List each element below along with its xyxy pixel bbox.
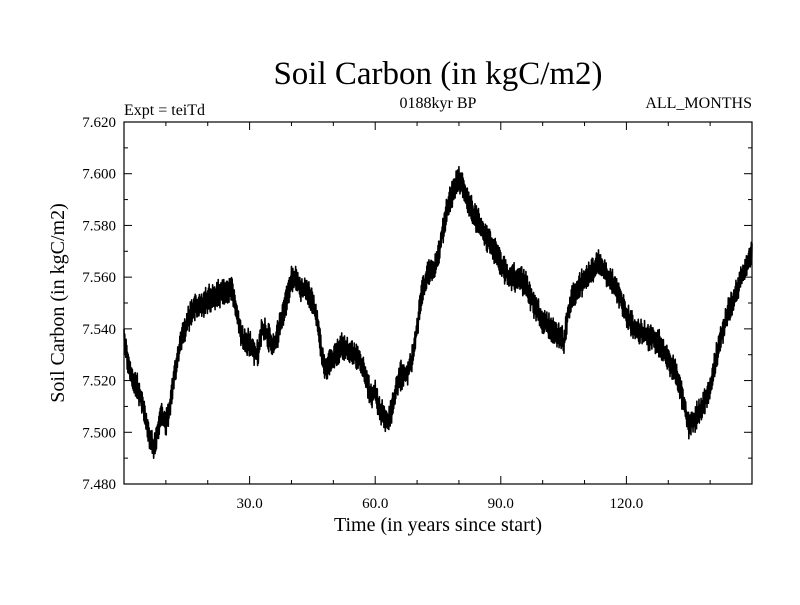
series-line-soil-carbon — [123, 165, 753, 459]
y-tick-label: 7.620 — [82, 115, 116, 131]
x-tick-label: 30.0 — [236, 496, 262, 512]
y-tick-label: 7.600 — [82, 167, 116, 183]
y-axis-ticks: 7.480 7.500 7.520 7.540 7.560 7.580 7.600 7.620 — [82, 115, 752, 493]
x-tick-label: 90.0 — [488, 496, 514, 512]
y-tick-label: 7.520 — [82, 374, 116, 390]
y-tick-label: 7.580 — [82, 218, 116, 234]
subtitle-months: ALL_MONTHS — [645, 95, 752, 112]
subtitle-period: 0188kyr BP — [400, 95, 477, 112]
x-axis-label: Time (in years since start) — [334, 514, 542, 536]
y-tick-label: 7.560 — [82, 270, 116, 286]
x-tick-label: 60.0 — [362, 496, 388, 512]
y-tick-label: 7.480 — [82, 477, 116, 493]
y-tick-label: 7.500 — [82, 425, 116, 441]
x-tick-label: 120.0 — [610, 496, 644, 512]
y-tick-label: 7.540 — [82, 322, 116, 338]
x-axis-ticks: 30.0 60.0 90.0 120.0 — [165, 122, 711, 512]
y-axis-label: Soil Carbon (in kgC/m2) — [47, 203, 69, 402]
chart-title: Soil Carbon (in kgC/m2) — [273, 56, 602, 92]
subtitle-experiment: Expt = teiTd — [124, 102, 205, 119]
